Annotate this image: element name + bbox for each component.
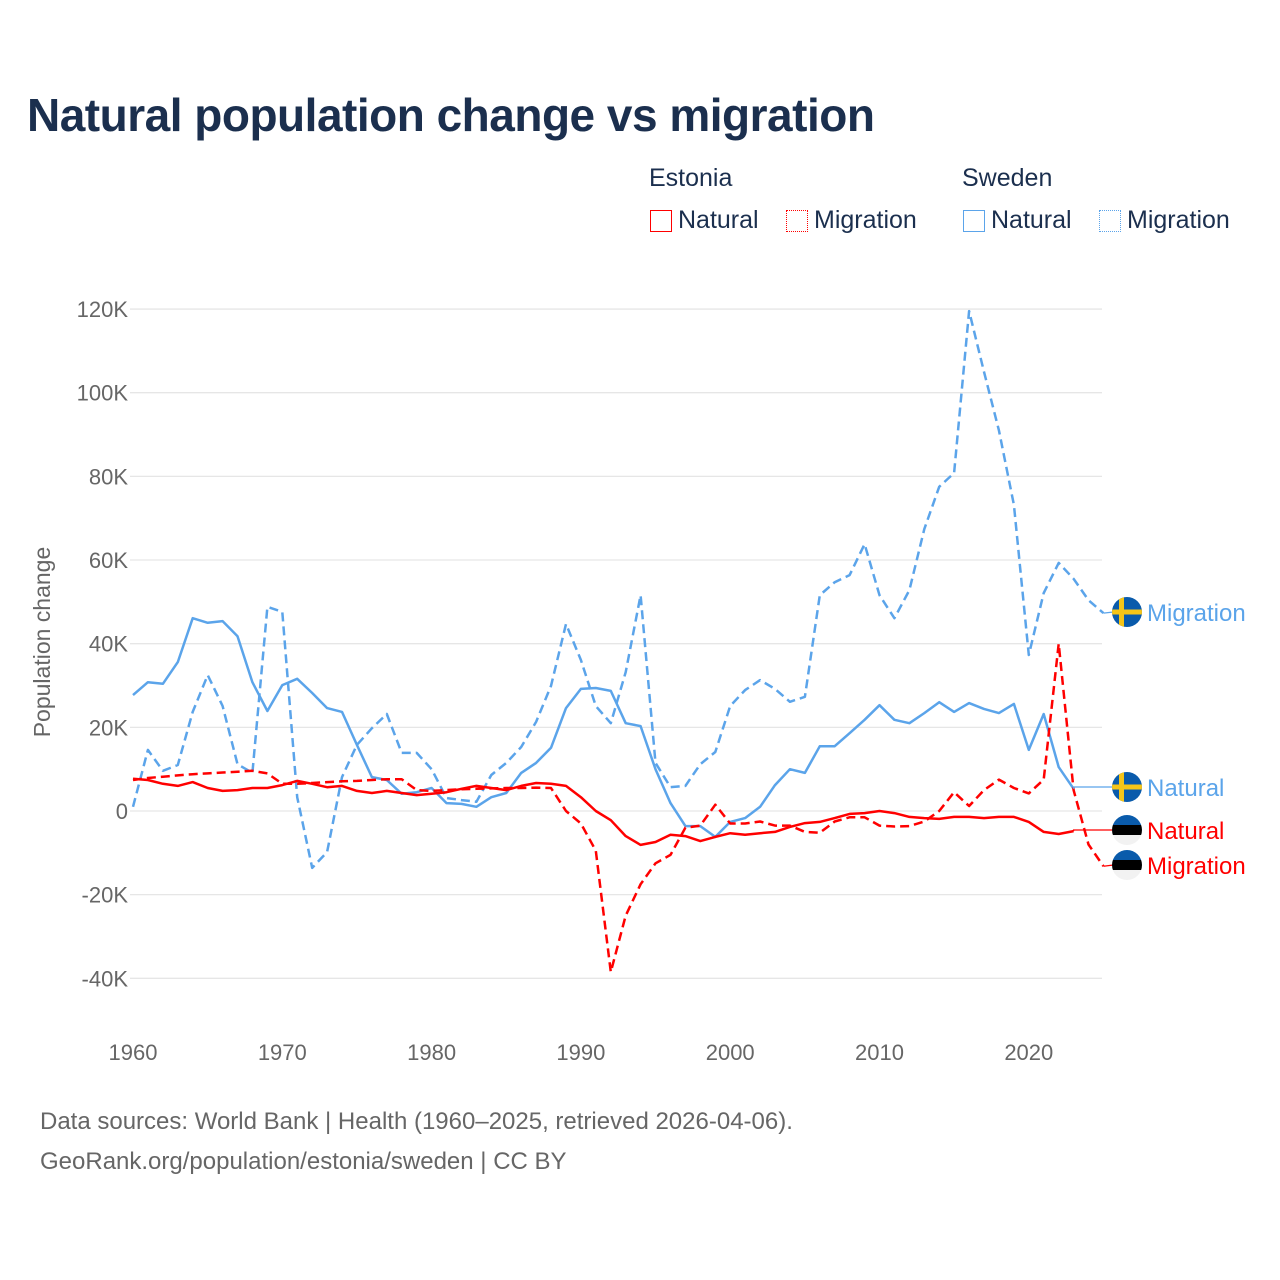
- y-tick-label: -20K: [82, 883, 129, 908]
- x-tick-label: 1980: [407, 1040, 456, 1065]
- series-line-sweden-natural: [132, 616, 1075, 839]
- x-tick-label: 2020: [1004, 1040, 1053, 1065]
- sweden-flag-icon: [1112, 597, 1142, 627]
- y-axis-label: Population change: [29, 547, 55, 738]
- x-tick-label: 2000: [706, 1040, 755, 1065]
- y-tick-label: 60K: [89, 548, 128, 573]
- series-line-estonia-natural: [132, 777, 1074, 847]
- legend-swatch-dotted: [1099, 209, 1121, 232]
- label-connector: [1072, 786, 1112, 789]
- label-connector: [1103, 611, 1114, 614]
- x-tick-label: 1990: [556, 1040, 605, 1065]
- y-tick-label: 40K: [89, 632, 128, 657]
- series-end-label: Migration: [1147, 853, 1246, 880]
- y-tick-label: 20K: [89, 715, 128, 740]
- x-tick-label: 1970: [258, 1040, 307, 1065]
- y-tick-label: 120K: [77, 297, 129, 322]
- legend-label: Migration: [1127, 206, 1230, 234]
- legend-label: Natural: [991, 206, 1072, 234]
- footer-link[interactable]: GeoRank.org/population/estonia/sweden | …: [40, 1148, 567, 1175]
- y-tick-label: 100K: [77, 381, 129, 406]
- sweden-flag-icon: [1112, 772, 1142, 802]
- footer-sources: Data sources: World Bank | Health (1960–…: [40, 1108, 793, 1135]
- legend-label: Migration: [814, 206, 917, 234]
- series-line-sweden-migration: [131, 309, 1105, 870]
- y-tick-label: -40K: [82, 966, 129, 991]
- x-tick-label: 2010: [855, 1040, 904, 1065]
- legend-swatch-dotted: [786, 209, 808, 232]
- estonia-flag-icon: [1112, 815, 1142, 845]
- x-tick-label: 1960: [109, 1040, 158, 1065]
- series-end-label: Natural: [1147, 818, 1224, 845]
- legend-item-sweden-migration[interactable]: Migration: [1099, 206, 1230, 235]
- estonia-flag-icon: [1112, 850, 1142, 880]
- series-line-estonia-migration: [132, 642, 1105, 974]
- y-tick-label: 80K: [89, 464, 128, 489]
- y-tick-label: 0: [116, 799, 128, 824]
- legend-group-sweden: Sweden: [962, 164, 1053, 192]
- chart-title: Natural population change vs migration: [27, 89, 875, 141]
- label-connector: [1072, 829, 1112, 832]
- legend-group-estonia: Estonia: [649, 164, 733, 192]
- label-connector: [1103, 864, 1114, 867]
- legend-swatch-solid: [963, 209, 985, 232]
- legend-item-sweden-natural[interactable]: Natural: [963, 206, 1072, 235]
- series-end-label: Natural: [1147, 775, 1224, 802]
- series-end-label: Migration: [1147, 600, 1246, 627]
- legend-swatch-solid: [650, 209, 672, 232]
- legend-label: Natural: [678, 206, 759, 234]
- legend-item-estonia-migration[interactable]: Migration: [786, 206, 917, 235]
- legend-item-estonia-natural[interactable]: Natural: [650, 206, 759, 235]
